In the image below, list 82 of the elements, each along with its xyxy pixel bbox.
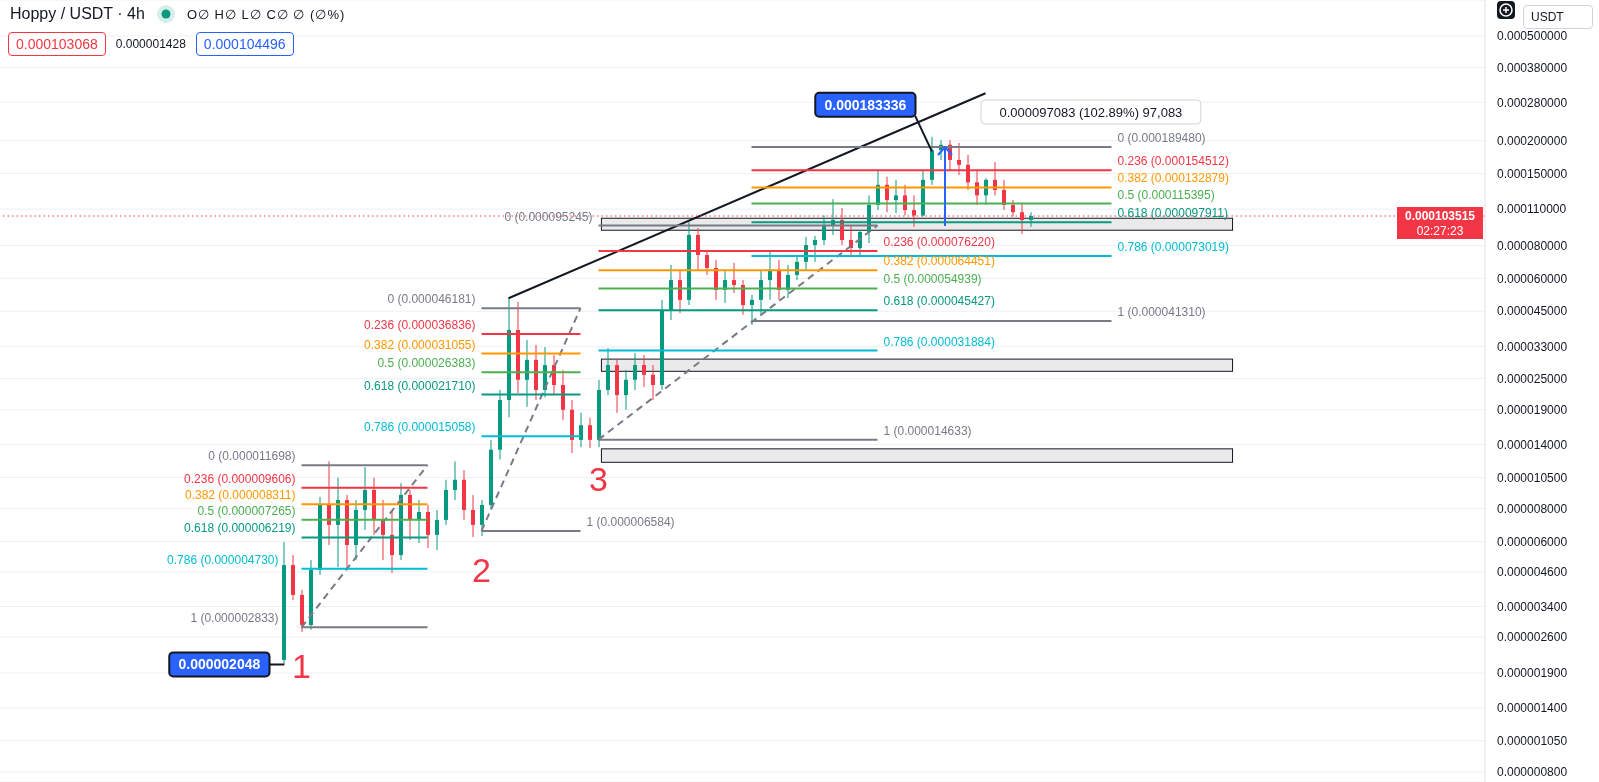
series-label: 1 (0.000006584) (586, 514, 675, 529)
series-label: 0.5 (0.000115395) (1117, 187, 1215, 202)
candlestick (363, 466, 367, 531)
y-tick-label: 0.000002600 (1497, 630, 1568, 645)
candlestick (426, 504, 430, 549)
candlestick (624, 369, 628, 411)
y-tick-label: 0.000006000 (1497, 534, 1568, 549)
series-label: 1 (0.000041310) (1117, 305, 1206, 319)
annotation: 0.000097083 (102.89%) 97,083 (999, 104, 1183, 120)
annotation: 0.000104496 (195, 32, 294, 56)
series-label: 0.5 (0.000026383) (377, 356, 476, 371)
series-label: 0 (0.000046181) (387, 292, 476, 307)
y-tick-label: 0.000033000 (1497, 339, 1568, 354)
series-label: 0.5 (0.000007265) (197, 503, 296, 518)
y-tick-label: 0.000045000 (1497, 304, 1568, 319)
annotation: 0.000002048 (178, 656, 261, 673)
series-label: 0.382 (0.000064451) (883, 254, 995, 269)
series-label: 0.618 (0.000045427) (883, 294, 995, 309)
y-tick-label: 0.000060000 (1497, 271, 1568, 286)
series-label: 0.786 (0.000073019) (1117, 239, 1229, 254)
candlestick (651, 364, 655, 401)
y-tick-label: 0.000150000 (1497, 166, 1568, 181)
y-tick-label: 0.000200000 (1497, 133, 1568, 148)
candlestick (642, 354, 646, 388)
candlestick (579, 412, 583, 448)
candlestick (813, 235, 817, 263)
y-tick-label: 0.000001400 (1497, 701, 1568, 716)
series-label: 0.382 (0.000031055) (364, 337, 476, 352)
candlestick (894, 179, 898, 214)
series-label: 0.618 (0.000006219) (184, 521, 296, 536)
y-tick-label: 0.000014000 (1497, 437, 1568, 452)
candlestick (453, 460, 457, 501)
y-tick-label: 0.000010500 (1497, 470, 1568, 485)
annotation: 02:27:23 (1416, 224, 1464, 238)
annotation: 1 (292, 647, 311, 686)
y-tick-label: 0.000500000 (1497, 29, 1568, 44)
candlestick (471, 494, 475, 538)
annotation: 0.000183336 (824, 96, 907, 113)
ref-line-label: 0.000103515 (1404, 208, 1476, 223)
candlestick (741, 279, 745, 316)
annotation: 0.000103068 (8, 32, 106, 56)
y-tick-label: 0.000000800 (1497, 765, 1568, 780)
series-label: 1 (0.000002833) (190, 611, 279, 626)
candlestick (678, 269, 682, 314)
series-label: 0.382 (0.000132879) (1117, 171, 1229, 186)
series-label: 0 (0.000011698) (208, 449, 296, 464)
series-label: 0.786 (0.000031884) (883, 334, 995, 349)
annotation: 3 (589, 459, 608, 498)
y-tick-label: 0.000008000 (1497, 501, 1568, 516)
y-tick-label: 0.000080000 (1497, 238, 1568, 253)
candlestick (732, 262, 736, 294)
y-axis-title: USDT (1523, 5, 1593, 29)
series-label: 0.5 (0.000054939) (883, 272, 982, 287)
candlestick (435, 509, 439, 551)
text: O∅ H∅ L∅ C∅ ∅ (∅%) (186, 6, 346, 22)
candlestick (633, 352, 637, 391)
series-label: 0.236 (0.000076220) (883, 234, 995, 249)
annotation: 2 (472, 550, 491, 589)
y-tick-label: 0.000003400 (1497, 599, 1568, 614)
series-label: 1 (0.000014633) (883, 423, 972, 438)
candlestick (588, 417, 592, 449)
candlestick (480, 499, 484, 537)
series-label: 0.236 (0.000154512) (1117, 154, 1229, 169)
chart-title: Hoppy / USDT · 4h (10, 5, 145, 23)
y-tick-label: 0.000004600 (1497, 565, 1568, 580)
y-tick-label: 0.000110000 (1497, 202, 1567, 217)
series-label: 0 (0.000095245) (504, 209, 593, 224)
y-tick-label: 0.000380000 (1497, 60, 1568, 75)
series-label: 0.618 (0.000021710) (364, 378, 476, 393)
series-label: 0.786 (0.000004730) (167, 552, 279, 567)
series-label: 0.618 (0.000097911) (1117, 206, 1229, 221)
series-label: 0.382 (0.000008311) (184, 488, 296, 503)
y-tick-label: 0.000025000 (1497, 371, 1568, 386)
y-tick-label: 0.000280000 (1497, 95, 1568, 110)
y-tick-label: 0.000001900 (1497, 666, 1568, 681)
series-label: 0.786 (0.000015058) (364, 420, 476, 435)
series-label: 0.236 (0.000036836) (364, 318, 476, 333)
y-tick-label: 0.000019000 (1497, 403, 1568, 418)
y-tick-label: 0.000001050 (1497, 734, 1568, 749)
series-label: 0.236 (0.000009606) (184, 471, 296, 486)
series-label: 0 (0.000189480) (1117, 130, 1206, 145)
annotation: 0.000001428 (114, 37, 187, 51)
